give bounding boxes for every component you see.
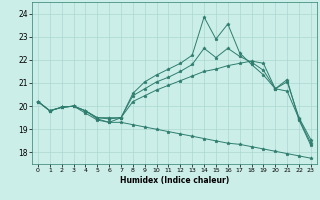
- X-axis label: Humidex (Indice chaleur): Humidex (Indice chaleur): [120, 176, 229, 185]
